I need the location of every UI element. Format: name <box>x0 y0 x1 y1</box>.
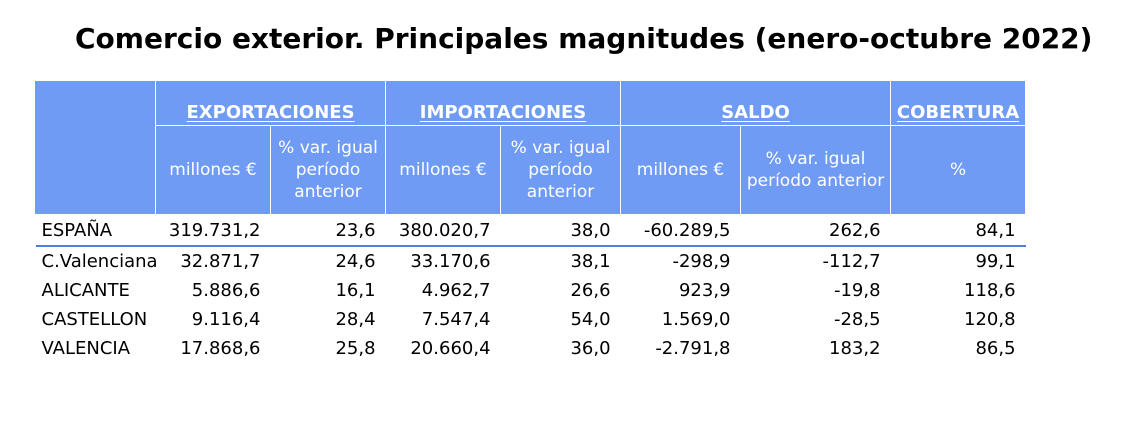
header-imp-var-l2: período <box>528 160 593 180</box>
table-row: C.Valenciana 32.871,7 24,6 33.170,6 38,1… <box>36 246 1026 276</box>
cell-exp: 17.868,6 <box>180 338 261 359</box>
cell-imp-var: 54,0 <box>570 309 611 330</box>
header-sub-row: millones € % var. igual período anterior… <box>36 125 1027 215</box>
row-name: CASTELLON <box>41 309 148 330</box>
header-exp-var-l1: % var. igual <box>278 138 378 158</box>
cell-imp-var: 36,0 <box>570 338 611 359</box>
cell-saldo-var: -19,8 <box>833 280 881 301</box>
row-name: ESPAÑA <box>35 214 156 247</box>
cell-exp-var: 28,4 <box>335 309 376 330</box>
cell-saldo-var: 262,6 <box>740 214 891 247</box>
cell-cobertura: 120,8 <box>964 309 1016 330</box>
header-importaciones: IMPORTACIONES <box>385 80 622 126</box>
header-imp-var-l3: anterior <box>526 182 595 202</box>
header-exp-var-l3: anterior <box>294 182 362 202</box>
header-saldo-var-l1: % var. igual <box>765 149 866 169</box>
cell-exp: 9.116,4 <box>191 309 261 330</box>
cell-saldo: -2.791,8 <box>655 338 731 359</box>
cell-cobertura: 84,1 <box>890 214 1026 247</box>
cell-cobertura: 99,1 <box>975 251 1016 272</box>
cell-imp: 7.547,4 <box>421 309 491 330</box>
row-name: C.Valenciana <box>41 251 158 272</box>
cell-imp-var: 38,1 <box>570 251 611 272</box>
cell-exp: 5.886,6 <box>191 280 261 301</box>
page-title: Comercio exterior. Principales magnitude… <box>75 22 1093 55</box>
cell-imp: 20.660,4 <box>410 338 491 359</box>
table-row: VALENCIA 17.868,6 25,8 20.660,4 36,0 -2.… <box>36 334 1026 363</box>
header-group-row: EXPORTACIONES IMPORTACIONES SALDO COBERT… <box>35 80 1027 215</box>
cell-imp-var: 38,0 <box>500 214 621 247</box>
cell-saldo-var: 183,2 <box>829 338 881 359</box>
cell-saldo-var: -112,7 <box>822 251 881 272</box>
header-exportaciones: EXPORTACIONES <box>154 80 387 126</box>
row-name: ALICANTE <box>41 280 130 301</box>
header-saldo-var-l2: período anterior <box>746 171 885 191</box>
header-saldo: SALDO <box>620 80 892 126</box>
cell-saldo: 923,9 <box>678 280 731 301</box>
cell-imp: 33.170,6 <box>410 251 491 272</box>
header-imp-var-l1: % var. igual <box>510 138 611 158</box>
header-saldo-var: % var. igual período anterior <box>740 125 892 215</box>
trade-table: EXPORTACIONES IMPORTACIONES SALDO COBERT… <box>35 80 1027 363</box>
cell-imp: 380.020,7 <box>385 214 501 247</box>
header-exp-millones: millones € <box>155 125 271 215</box>
header-saldo-millones: millones € <box>620 125 742 215</box>
cell-exp-var: 24,6 <box>335 251 376 272</box>
cell-cobertura: 118,6 <box>964 280 1016 301</box>
cell-saldo: -298,9 <box>672 251 731 272</box>
header-corner <box>35 80 156 215</box>
cell-saldo-var: -28,5 <box>833 309 881 330</box>
cell-exp-var: 23,6 <box>270 214 386 247</box>
cell-exp-var: 16,1 <box>335 280 376 301</box>
row-name: VALENCIA <box>41 338 131 359</box>
header-exp-var-l2: período <box>295 160 361 180</box>
cell-exp-var: 25,8 <box>335 338 376 359</box>
table-row: ALICANTE 5.886,6 16,1 4.962,7 26,6 923,9… <box>36 276 1026 305</box>
cell-exp: 319.731,2 <box>155 214 271 247</box>
header-imp-var: % var. igual período anterior <box>500 125 622 215</box>
cell-imp: 4.962,7 <box>421 280 491 301</box>
cell-saldo: 1.569,0 <box>661 309 731 330</box>
header-cobertura: COBERTURA <box>890 80 1027 126</box>
header-exp-var: % var. igual período anterior <box>269 125 387 215</box>
cell-saldo: -60.289,5 <box>620 214 741 247</box>
header-cobertura-pct: % <box>890 125 1027 215</box>
cell-imp-var: 26,6 <box>570 280 611 301</box>
cell-cobertura: 86,5 <box>975 338 1016 359</box>
table-row: ESPAÑA 319.731,2 23,6 380.020,7 38,0 -60… <box>35 214 1026 247</box>
cell-exp: 32.871,7 <box>180 251 261 272</box>
header-imp-millones: millones € <box>385 125 502 215</box>
table-row: CASTELLON 9.116,4 28,4 7.547,4 54,0 1.56… <box>36 305 1026 334</box>
